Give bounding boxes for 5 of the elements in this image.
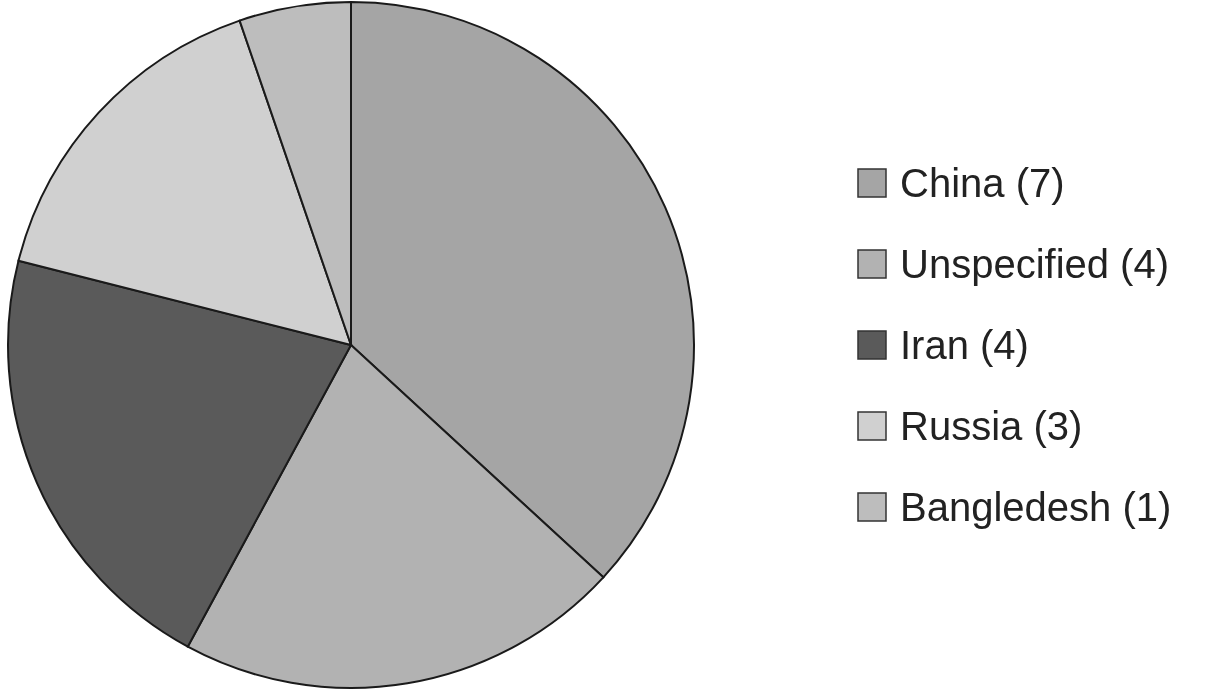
legend-label: Iran (4) — [900, 323, 1029, 367]
legend-label: China (7) — [900, 161, 1065, 205]
legend-label: Unspecified (4) — [900, 242, 1170, 286]
legend-label: Bangledesh (1) — [900, 485, 1172, 529]
legend-label: Russia (3) — [900, 404, 1083, 448]
